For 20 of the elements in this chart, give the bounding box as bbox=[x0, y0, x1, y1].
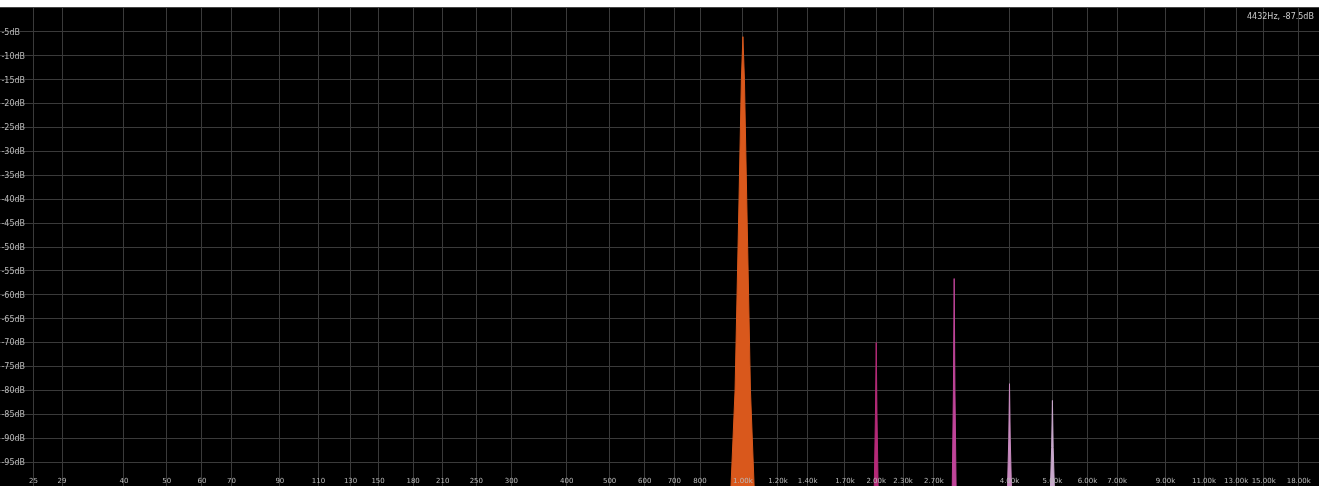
y-tick-label: -60dB bbox=[1, 290, 26, 300]
y-tick-label: -15dB bbox=[1, 75, 26, 85]
y-tick-label: -75dB bbox=[1, 362, 26, 372]
annotation: 4432Hz, -87.5dB bbox=[1247, 12, 1314, 21]
y-tick-label: -35dB bbox=[1, 171, 26, 181]
y-tick-label: -10dB bbox=[1, 51, 26, 61]
y-tick-label: -40dB bbox=[1, 195, 26, 204]
y-tick-label: -90dB bbox=[1, 434, 26, 443]
y-tick-label: -65dB bbox=[1, 314, 26, 324]
y-tick-label: -5dB bbox=[1, 27, 20, 37]
y-tick-label: -85dB bbox=[1, 410, 26, 420]
y-tick-label: -30dB bbox=[1, 147, 26, 157]
y-tick-label: -95dB bbox=[1, 457, 26, 467]
y-tick-label: -70dB bbox=[1, 338, 26, 348]
y-tick-label: -50dB bbox=[1, 242, 26, 252]
y-tick-label: -80dB bbox=[1, 386, 26, 396]
y-tick-label: -25dB bbox=[1, 123, 26, 133]
y-tick-label: -45dB bbox=[1, 218, 26, 228]
y-tick-label: -20dB bbox=[1, 99, 26, 109]
y-tick-label: -55dB bbox=[1, 266, 26, 276]
